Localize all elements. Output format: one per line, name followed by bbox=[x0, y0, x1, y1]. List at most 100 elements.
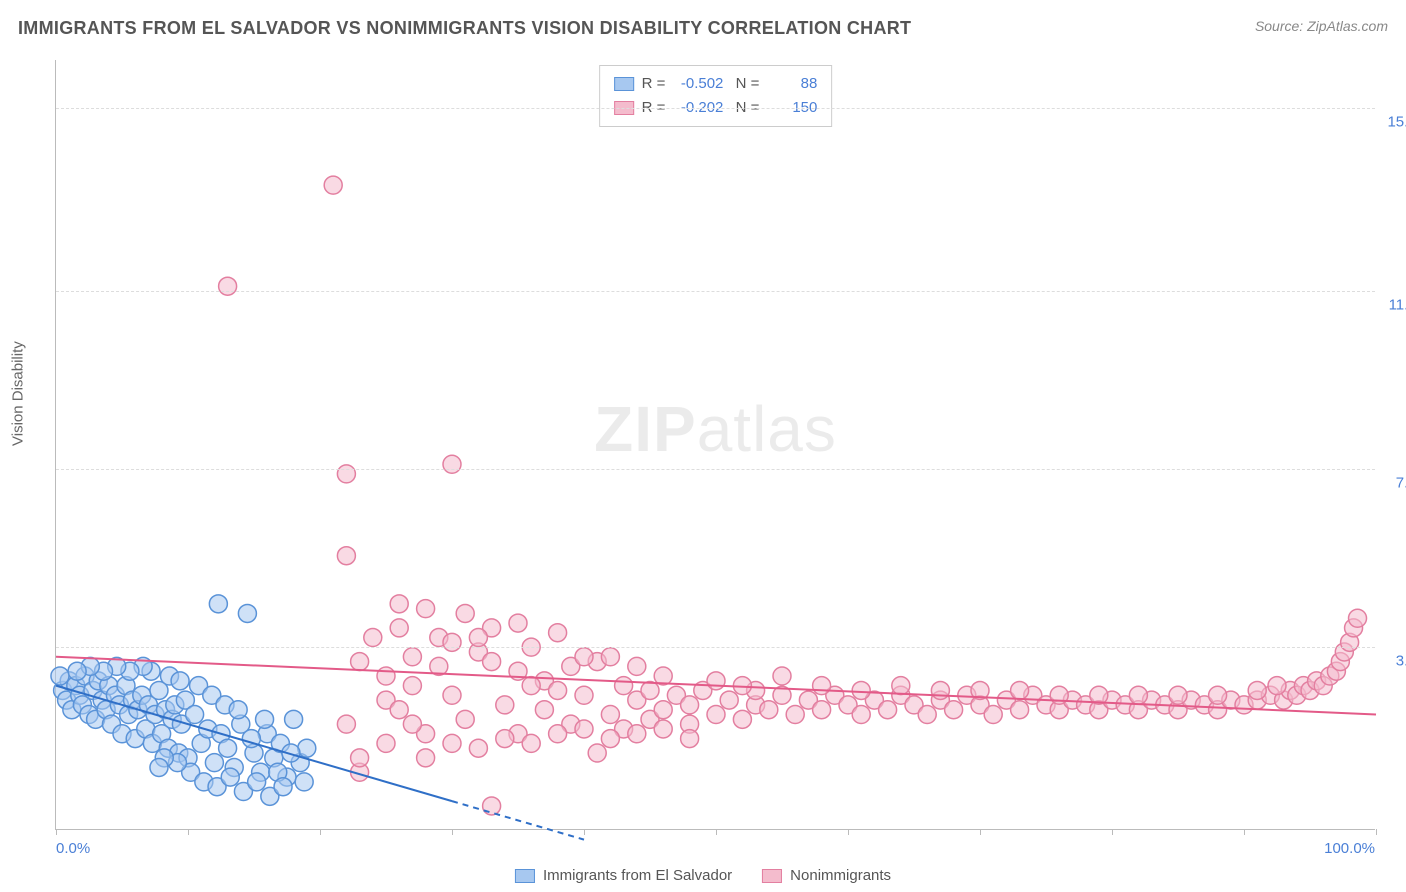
scatter-point-series-1 bbox=[522, 734, 540, 752]
legend-label-1: Nonimmigrants bbox=[790, 867, 891, 884]
grid-line bbox=[56, 647, 1375, 648]
y-tick-label: 11.2% bbox=[1380, 297, 1406, 314]
scatter-point-series-1 bbox=[575, 720, 593, 738]
scatter-point-series-0 bbox=[221, 768, 239, 786]
scatter-point-series-1 bbox=[351, 749, 369, 767]
scatter-point-series-1 bbox=[496, 696, 514, 714]
scatter-point-series-1 bbox=[549, 725, 567, 743]
scatter-point-series-1 bbox=[403, 715, 421, 733]
scatter-point-series-1 bbox=[219, 277, 237, 295]
legend-item-0: Immigrants from El Salvador bbox=[515, 867, 732, 884]
legend-item-1: Nonimmigrants bbox=[762, 867, 891, 884]
scatter-point-series-1 bbox=[377, 667, 395, 685]
scatter-point-series-1 bbox=[443, 633, 461, 651]
scatter-point-series-1 bbox=[892, 677, 910, 695]
scatter-point-series-1 bbox=[1011, 701, 1029, 719]
scatter-point-series-1 bbox=[1169, 686, 1187, 704]
scatter-point-series-1 bbox=[720, 691, 738, 709]
legend-swatch-0 bbox=[515, 869, 535, 883]
scatter-point-series-1 bbox=[469, 629, 487, 647]
scatter-point-series-1 bbox=[417, 749, 435, 767]
scatter-point-series-1 bbox=[654, 720, 672, 738]
scatter-point-series-1 bbox=[1209, 686, 1227, 704]
chart-svg bbox=[56, 60, 1375, 829]
trend-line-dashed-series-0 bbox=[452, 801, 584, 840]
scatter-point-series-1 bbox=[918, 706, 936, 724]
x-axis-min-label: 0.0% bbox=[56, 840, 90, 857]
scatter-point-series-1 bbox=[324, 176, 342, 194]
scatter-point-series-1 bbox=[852, 706, 870, 724]
y-axis-title: Vision Disability bbox=[10, 341, 27, 446]
x-tick bbox=[56, 829, 57, 835]
scatter-point-series-1 bbox=[549, 681, 567, 699]
x-tick bbox=[1376, 829, 1377, 835]
scatter-point-series-1 bbox=[615, 677, 633, 695]
n-label: N = bbox=[731, 72, 759, 96]
source-attribution: Source: ZipAtlas.com bbox=[1255, 18, 1388, 34]
scatter-point-series-1 bbox=[377, 734, 395, 752]
y-tick-label: 15.0% bbox=[1380, 114, 1406, 131]
scatter-point-series-1 bbox=[483, 653, 501, 671]
scatter-point-series-0 bbox=[285, 710, 303, 728]
scatter-point-series-1 bbox=[760, 701, 778, 719]
scatter-point-series-1 bbox=[403, 677, 421, 695]
grid-line bbox=[56, 108, 1375, 109]
scatter-point-series-1 bbox=[1349, 609, 1367, 627]
scatter-point-series-1 bbox=[707, 706, 725, 724]
scatter-point-series-1 bbox=[628, 657, 646, 675]
scatter-point-series-1 bbox=[364, 629, 382, 647]
x-tick bbox=[320, 829, 321, 835]
scatter-point-series-1 bbox=[641, 681, 659, 699]
scatter-point-series-0 bbox=[219, 739, 237, 757]
x-tick bbox=[980, 829, 981, 835]
scatter-point-series-1 bbox=[852, 681, 870, 699]
scatter-point-series-1 bbox=[707, 672, 725, 690]
scatter-point-series-0 bbox=[209, 595, 227, 613]
scatter-point-series-1 bbox=[456, 710, 474, 728]
r-label: R = bbox=[642, 72, 666, 96]
scatter-point-series-1 bbox=[443, 455, 461, 473]
scatter-point-series-1 bbox=[681, 730, 699, 748]
scatter-point-series-1 bbox=[496, 730, 514, 748]
scatter-point-series-1 bbox=[628, 725, 646, 743]
scatter-point-series-0 bbox=[256, 710, 274, 728]
r-value-0: -0.502 bbox=[673, 72, 723, 96]
n-value-0: 88 bbox=[767, 72, 817, 96]
stats-legend-box: R = -0.502 N = 88 R = -0.202 N = 150 bbox=[599, 65, 833, 127]
scatter-point-series-1 bbox=[403, 648, 421, 666]
y-tick-label: 7.5% bbox=[1380, 475, 1406, 492]
scatter-point-series-1 bbox=[654, 701, 672, 719]
legend-label-0: Immigrants from El Salvador bbox=[543, 867, 732, 884]
scatter-point-series-1 bbox=[443, 734, 461, 752]
scatter-point-series-1 bbox=[601, 706, 619, 724]
scatter-point-series-0 bbox=[68, 662, 86, 680]
scatter-point-series-1 bbox=[469, 739, 487, 757]
x-axis-max-label: 100.0% bbox=[1324, 840, 1375, 857]
x-tick bbox=[584, 829, 585, 835]
stats-row-series-0: R = -0.502 N = 88 bbox=[614, 72, 818, 96]
x-tick bbox=[716, 829, 717, 835]
legend-swatch-1 bbox=[762, 869, 782, 883]
scatter-point-series-0 bbox=[205, 754, 223, 772]
scatter-point-series-1 bbox=[549, 624, 567, 642]
scatter-point-series-1 bbox=[390, 701, 408, 719]
y-tick-label: 3.8% bbox=[1380, 653, 1406, 670]
scatter-point-series-1 bbox=[813, 677, 831, 695]
scatter-point-series-0 bbox=[51, 667, 69, 685]
scatter-point-series-1 bbox=[575, 648, 593, 666]
scatter-point-series-1 bbox=[522, 677, 540, 695]
chart-title: IMMIGRANTS FROM EL SALVADOR VS NONIMMIGR… bbox=[18, 18, 911, 39]
scatter-point-series-0 bbox=[248, 773, 266, 791]
scatter-point-series-1 bbox=[931, 681, 949, 699]
scatter-point-series-0 bbox=[171, 672, 189, 690]
scatter-point-series-0 bbox=[186, 706, 204, 724]
scatter-point-series-1 bbox=[337, 547, 355, 565]
scatter-point-series-1 bbox=[773, 667, 791, 685]
scatter-point-series-1 bbox=[417, 600, 435, 618]
scatter-point-series-1 bbox=[813, 701, 831, 719]
scatter-point-series-1 bbox=[681, 696, 699, 714]
scatter-point-series-1 bbox=[984, 706, 1002, 724]
scatter-point-series-1 bbox=[1011, 681, 1029, 699]
x-tick bbox=[1112, 829, 1113, 835]
grid-line bbox=[56, 291, 1375, 292]
